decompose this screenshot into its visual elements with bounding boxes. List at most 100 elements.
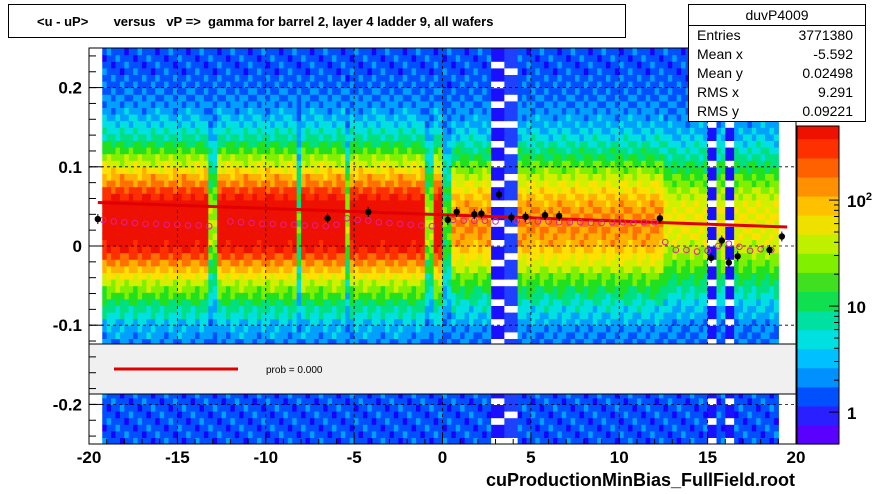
heatmap-cell	[296, 81, 302, 89]
heatmap-cell	[239, 48, 245, 56]
heatmap-cell	[181, 246, 187, 254]
heatmap-cell	[172, 180, 178, 188]
heatmap-cell	[367, 246, 373, 254]
heatmap-cell	[332, 305, 338, 313]
heatmap-cell	[137, 193, 143, 201]
heatmap-cell	[111, 193, 117, 201]
heatmap-cell	[455, 272, 461, 280]
heatmap-cell	[345, 147, 351, 155]
heatmap-cell	[385, 166, 391, 174]
heatmap-cell	[261, 199, 267, 207]
heatmap-cell	[115, 87, 121, 95]
heatmap-cell	[305, 298, 311, 306]
heatmap-cell	[292, 107, 298, 115]
heatmap-cell	[150, 94, 156, 102]
heatmap-cell	[195, 424, 201, 432]
heatmap-cell	[367, 265, 373, 273]
heatmap-cell	[172, 430, 178, 438]
heatmap-cell	[102, 246, 108, 254]
heatmap-cell	[442, 226, 448, 234]
heatmap-cell	[455, 140, 461, 148]
heatmap-cell	[433, 285, 439, 293]
heatmap-cell	[177, 100, 183, 108]
heatmap-cell	[398, 199, 404, 207]
heatmap-cell	[389, 100, 395, 108]
heatmap-cell	[305, 265, 311, 273]
heatmap-cell	[433, 180, 439, 188]
heatmap-cell	[296, 312, 302, 320]
heatmap-cell	[212, 417, 218, 425]
heatmap-cell	[221, 219, 227, 227]
heatmap-cell	[217, 81, 223, 89]
heatmap-cell	[159, 54, 165, 62]
heatmap-cell	[442, 404, 448, 412]
heatmap-cell	[424, 391, 430, 399]
heatmap-cell	[389, 54, 395, 62]
heatmap-cell	[265, 153, 271, 161]
heatmap-cell	[279, 193, 285, 201]
heatmap-cell	[292, 219, 298, 227]
heatmap-cell	[455, 298, 461, 306]
heatmap-cell	[124, 298, 130, 306]
heatmap-cell	[455, 404, 461, 412]
heatmap-cell	[354, 140, 360, 148]
heatmap-cell	[367, 81, 373, 89]
heatmap-cell	[248, 246, 254, 254]
heatmap-cell	[199, 259, 205, 267]
heatmap-cell	[261, 437, 267, 444]
heatmap-cell	[376, 127, 382, 135]
heatmap-cell	[446, 252, 452, 260]
heatmap-cell	[367, 67, 373, 75]
heatmap-cell	[292, 54, 298, 62]
heatmap-cell	[208, 94, 214, 102]
heatmap-cell	[371, 61, 377, 69]
heatmap-cell	[354, 120, 360, 128]
heatmap-cell	[411, 140, 417, 148]
heatmap-cell	[358, 226, 364, 234]
heatmap-cell	[124, 120, 130, 128]
heatmap-cell	[371, 100, 377, 108]
heatmap-cell	[274, 48, 280, 56]
heatmap-cell	[203, 305, 209, 313]
heatmap-cell	[429, 239, 435, 247]
heatmap-cell	[248, 298, 254, 306]
heatmap-cell	[309, 417, 315, 425]
heatmap-cell	[296, 252, 302, 260]
heatmap-cell	[111, 61, 117, 69]
heatmap-cell	[239, 114, 245, 122]
heatmap-cell	[398, 391, 404, 399]
heatmap-cell	[380, 298, 386, 306]
heatmap-cell	[362, 199, 368, 207]
heatmap-cell	[345, 318, 351, 326]
heatmap-cell	[305, 252, 311, 260]
heatmap-cell	[265, 133, 271, 141]
heatmap-cell	[464, 160, 470, 168]
heatmap-cell	[248, 239, 254, 247]
heatmap-cell	[393, 279, 399, 287]
heatmap-cell	[128, 54, 134, 62]
heatmap-cell	[230, 107, 236, 115]
heatmap-cell	[172, 239, 178, 247]
heatmap-cell	[256, 193, 262, 201]
heatmap-cell	[190, 318, 196, 326]
heatmap-cell	[354, 391, 360, 399]
heatmap-cell	[133, 180, 139, 188]
heatmap-cell	[340, 94, 346, 102]
heatmap-cell	[133, 133, 139, 141]
heatmap-cell	[402, 252, 408, 260]
heatmap-cell	[146, 127, 152, 135]
heatmap-cell	[186, 120, 192, 128]
heatmap-cell	[168, 298, 174, 306]
heatmap-cell	[203, 87, 209, 95]
heatmap-cell	[172, 48, 178, 56]
heatmap-cell	[279, 285, 285, 293]
heatmap-cell	[221, 199, 227, 207]
heatmap-cell	[225, 54, 231, 62]
heatmap-cell	[442, 173, 448, 181]
heatmap-cell	[358, 239, 364, 247]
heatmap-cell	[256, 153, 262, 161]
heatmap-cell	[221, 272, 227, 280]
heatmap-cell	[177, 325, 183, 333]
heatmap-cell	[217, 404, 223, 412]
heatmap-cell	[159, 318, 165, 326]
